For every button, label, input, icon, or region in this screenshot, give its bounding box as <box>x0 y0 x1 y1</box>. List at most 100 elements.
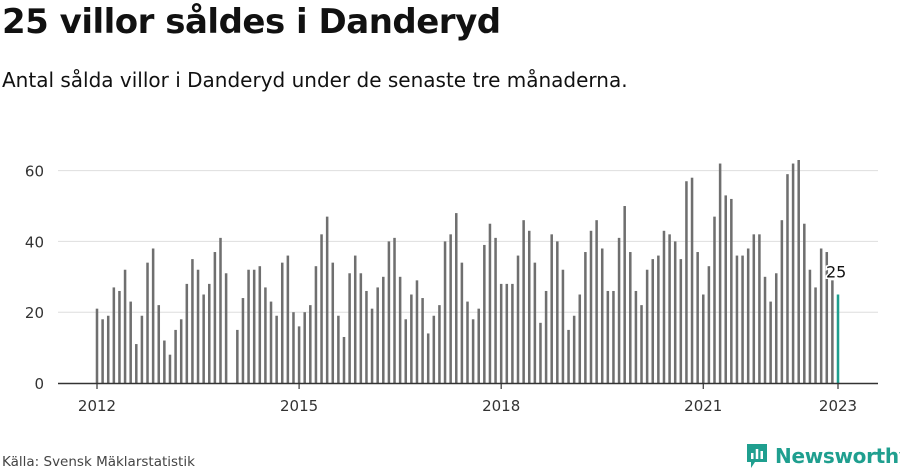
bar <box>191 259 194 383</box>
bar <box>421 298 424 383</box>
bar <box>735 255 739 383</box>
bar <box>673 241 677 383</box>
bar <box>157 305 161 383</box>
chart-subtitle: Antal sålda villor i Danderyd under de s… <box>2 68 628 92</box>
bar <box>382 276 385 383</box>
bar <box>629 252 632 383</box>
bar <box>123 269 127 383</box>
bar <box>516 255 520 383</box>
bar <box>651 259 655 383</box>
bar <box>151 248 155 383</box>
bar <box>376 287 379 383</box>
bar <box>224 273 228 383</box>
bar <box>533 262 537 383</box>
bar <box>443 241 447 383</box>
bar <box>763 276 767 383</box>
bar <box>808 269 812 383</box>
bar <box>774 273 778 383</box>
bar <box>264 287 267 383</box>
bar <box>662 230 666 383</box>
bar <box>814 287 817 383</box>
bar <box>146 262 149 383</box>
bar <box>612 290 615 383</box>
x-tick-label: 2023 <box>819 397 857 415</box>
bar <box>769 301 772 383</box>
latest-value-label: 25 <box>826 263 846 282</box>
bar <box>718 163 722 383</box>
bar <box>825 252 829 383</box>
bar <box>634 290 638 383</box>
bar <box>819 248 823 383</box>
bar <box>831 280 834 383</box>
x-tick-label: 2018 <box>482 397 520 415</box>
brand-name: Newsworthy <box>775 444 900 468</box>
bar <box>617 237 621 383</box>
bar <box>370 308 374 383</box>
bar <box>488 223 492 383</box>
bar <box>348 273 351 383</box>
bar <box>685 181 688 383</box>
bar <box>112 287 116 383</box>
bar <box>185 283 189 383</box>
bar <box>527 230 531 383</box>
bar <box>572 315 576 383</box>
bar <box>286 255 290 383</box>
bar <box>365 290 368 383</box>
bar <box>135 344 138 383</box>
bar <box>466 301 469 383</box>
bar <box>724 195 727 383</box>
bar <box>730 198 733 383</box>
bar <box>342 336 346 383</box>
bar <box>499 283 503 383</box>
bar <box>791 163 795 383</box>
y-tick-label: 60 <box>25 163 44 181</box>
bar <box>690 177 694 383</box>
bar <box>589 230 593 383</box>
bar <box>410 294 413 383</box>
bar <box>196 269 200 383</box>
bar <box>179 319 183 383</box>
bar <box>505 283 509 383</box>
bar <box>483 244 486 383</box>
bar <box>163 340 166 383</box>
bar <box>258 266 262 383</box>
bar <box>269 301 273 383</box>
bar <box>292 312 295 383</box>
bar <box>539 322 542 383</box>
bar <box>696 252 699 383</box>
y-tick-label: 40 <box>25 233 44 251</box>
bar <box>746 248 750 383</box>
bar <box>297 326 301 383</box>
bar <box>202 294 205 383</box>
bar <box>623 206 626 383</box>
bar <box>544 290 548 383</box>
chart-title: 25 villor såldes i Danderyd <box>2 2 501 42</box>
x-tick-label: 2015 <box>280 397 318 415</box>
bar <box>797 160 800 383</box>
newsworthy-brand[interactable]: Newsworthy <box>745 442 900 470</box>
bar <box>702 294 705 383</box>
bar <box>95 308 99 383</box>
bar <box>494 237 497 383</box>
y-tick-label: 0 <box>34 375 44 393</box>
bar <box>241 298 245 383</box>
x-tick-label: 2021 <box>684 397 722 415</box>
bar <box>584 252 587 383</box>
bar <box>325 216 329 383</box>
bar <box>393 237 396 383</box>
bar <box>556 241 559 383</box>
bar <box>803 223 806 383</box>
bar <box>645 269 649 383</box>
bar <box>101 319 104 383</box>
bar <box>118 290 121 383</box>
bar <box>477 308 480 383</box>
bar <box>140 315 144 383</box>
bar <box>640 305 643 383</box>
bar <box>460 262 464 383</box>
bar <box>713 216 716 383</box>
bar <box>758 234 761 383</box>
bar <box>780 220 784 383</box>
bar <box>449 234 452 383</box>
bar <box>320 234 323 383</box>
bar <box>432 315 436 383</box>
